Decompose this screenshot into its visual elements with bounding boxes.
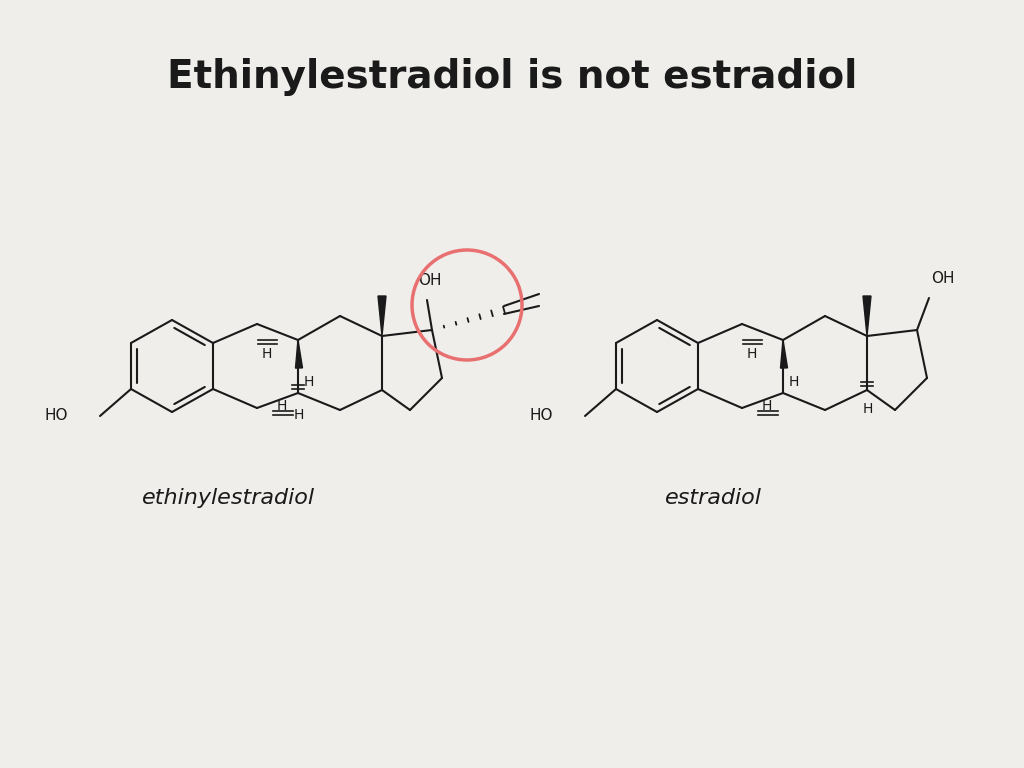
Text: H: H xyxy=(746,347,757,361)
Text: H: H xyxy=(863,402,873,416)
Text: Ethinylestradiol is not estradiol: Ethinylestradiol is not estradiol xyxy=(167,58,857,96)
Polygon shape xyxy=(863,296,871,336)
Polygon shape xyxy=(378,296,386,336)
Polygon shape xyxy=(780,340,787,368)
Polygon shape xyxy=(296,340,302,368)
Text: OH: OH xyxy=(418,273,441,288)
Text: OH: OH xyxy=(931,271,954,286)
Text: H: H xyxy=(790,375,800,389)
Text: estradiol: estradiol xyxy=(665,488,762,508)
Text: H: H xyxy=(762,399,772,413)
Text: ethinylestradiol: ethinylestradiol xyxy=(141,488,314,508)
Text: HO: HO xyxy=(529,409,553,423)
Text: H: H xyxy=(294,408,304,422)
Text: HO: HO xyxy=(44,409,68,423)
Text: H: H xyxy=(304,375,314,389)
Text: H: H xyxy=(262,347,272,361)
Text: H: H xyxy=(276,399,287,413)
